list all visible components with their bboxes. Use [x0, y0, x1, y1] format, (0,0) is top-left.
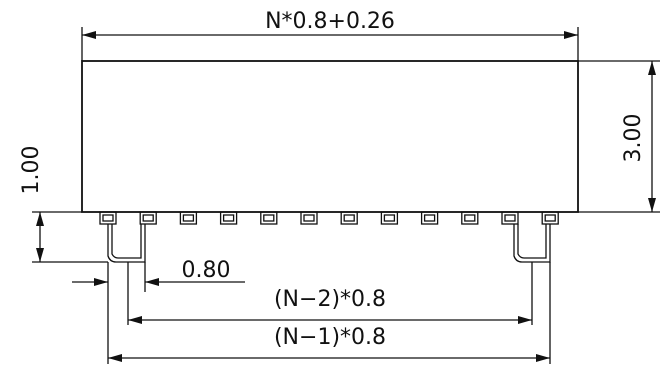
pin	[420, 211, 439, 225]
pin-inner	[222, 214, 235, 222]
pin-inner	[142, 214, 154, 222]
pin	[260, 211, 278, 225]
pin	[340, 211, 358, 225]
pin-inner	[504, 214, 516, 222]
right-lead	[513, 224, 551, 263]
overall-width-label: N*0.8+0.26	[265, 9, 395, 34]
left-lead	[107, 224, 146, 263]
body-height-label: 3.00	[621, 114, 646, 163]
pin	[461, 211, 479, 225]
pin-row	[99, 211, 559, 225]
standoff-height-label: 1.00	[19, 146, 44, 195]
connector-body	[81, 60, 579, 213]
span-n-minus-1-label: (N−1)*0.8	[274, 325, 386, 350]
body-height-dimension: 3.00	[578, 60, 660, 213]
span-n-minus-1-dimension: (N−1)*0.8	[107, 262, 551, 364]
pin-inner	[102, 214, 114, 222]
pin-inner	[343, 214, 355, 222]
pitch-dimension: 0.80	[72, 258, 245, 292]
pin-inner	[464, 214, 476, 222]
pin-inner	[303, 214, 315, 222]
span-n-minus-2-label: (N−2)*0.8	[274, 287, 386, 312]
standoff-height-dimension: 1.00	[19, 146, 108, 263]
pin	[300, 211, 318, 225]
span-n-minus-2-dimension: (N−2)*0.8	[127, 262, 533, 325]
pin	[139, 211, 157, 225]
pin-inner	[544, 214, 556, 222]
pin-inner	[263, 214, 275, 222]
overall-width-dimension: N*0.8+0.26	[81, 9, 579, 61]
pin	[501, 211, 519, 225]
pin	[219, 211, 238, 225]
pin	[380, 211, 399, 225]
pin-inner	[182, 214, 195, 222]
pitch-label: 0.80	[182, 258, 231, 283]
pin	[179, 211, 198, 225]
pin-inner	[423, 214, 436, 222]
pin-inner	[383, 214, 396, 222]
